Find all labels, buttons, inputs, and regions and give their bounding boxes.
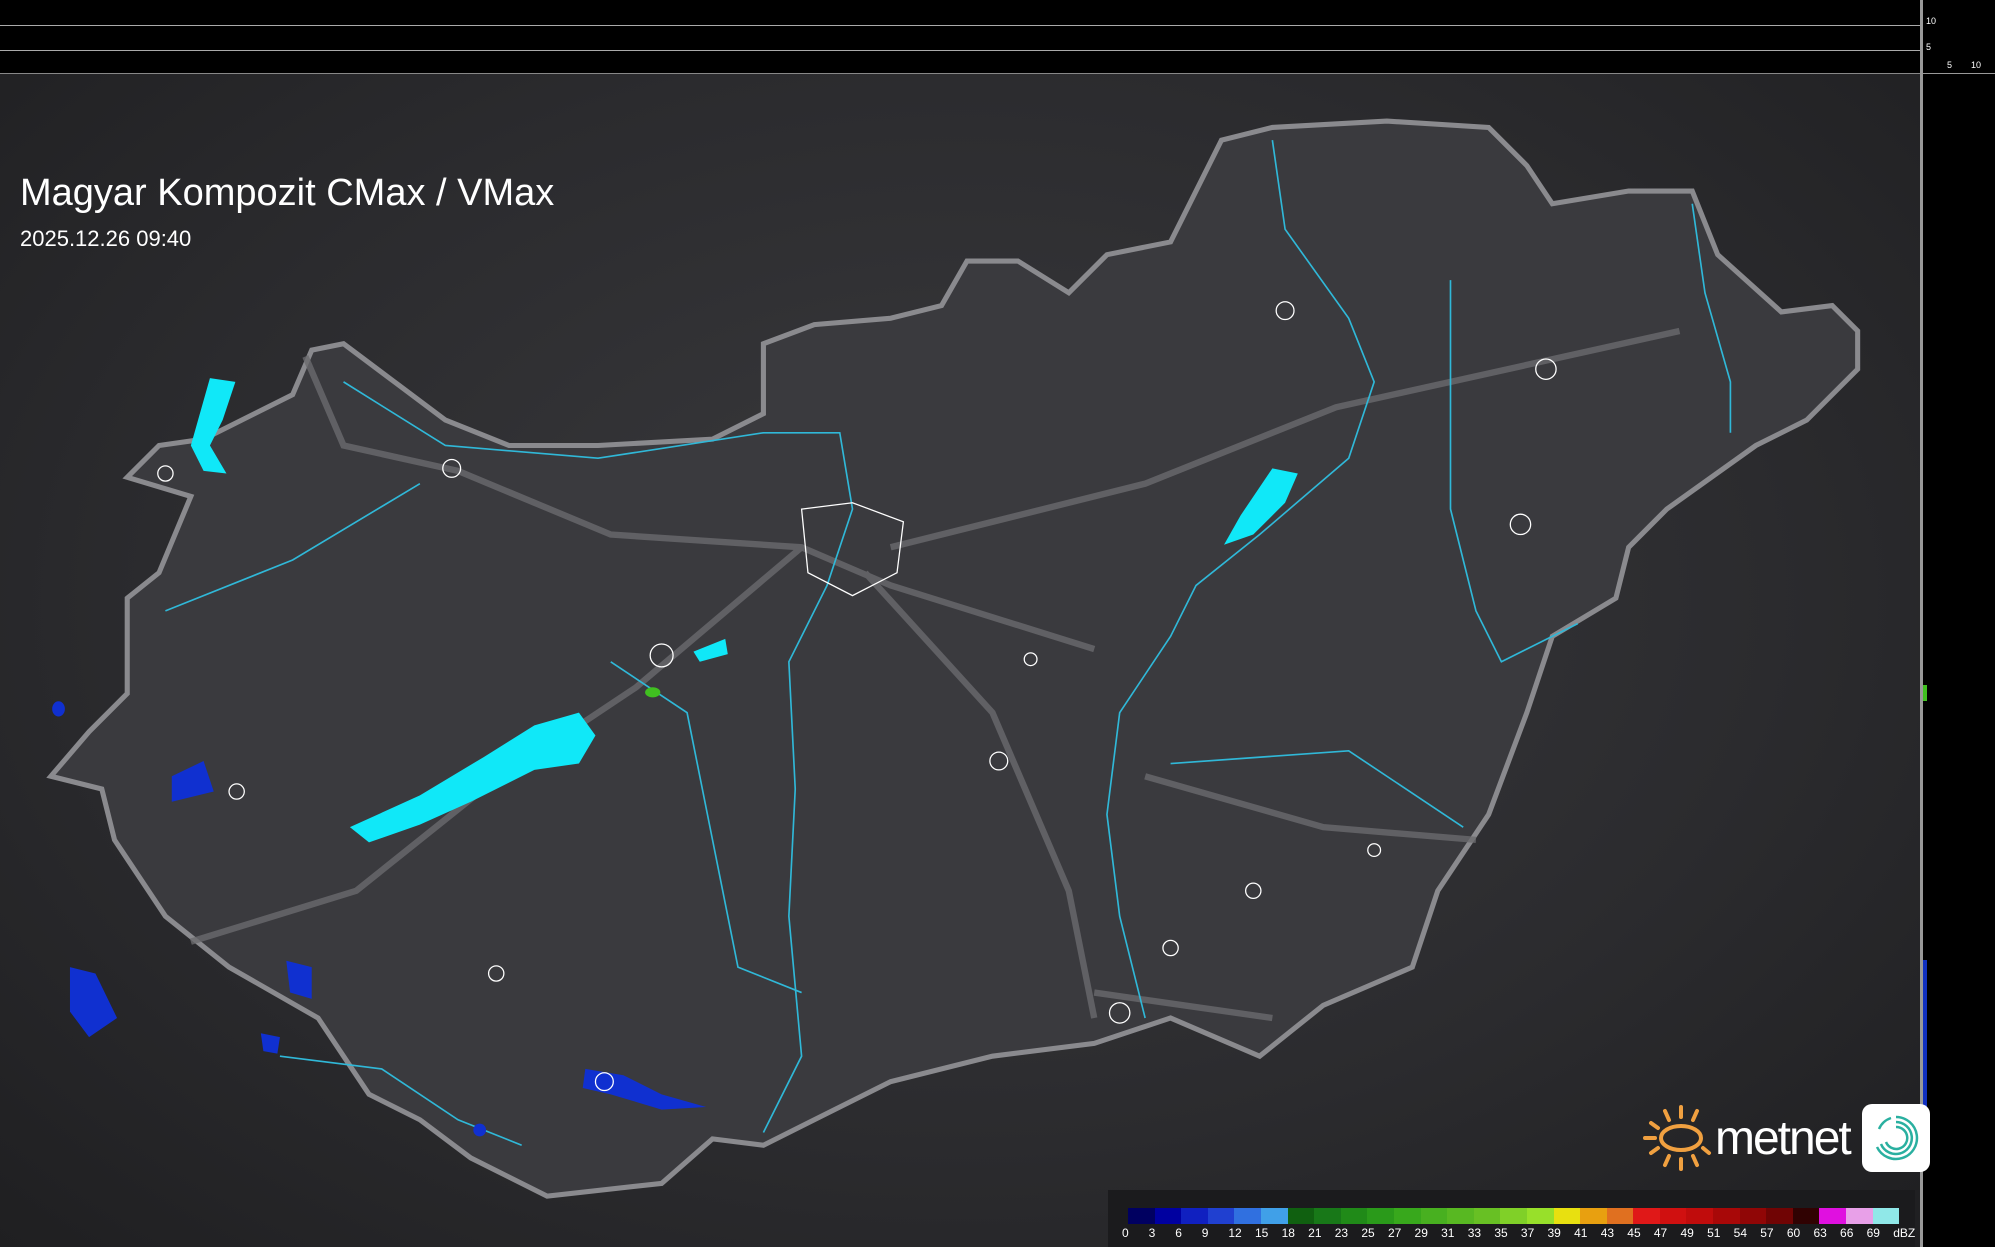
legend-label: 54	[1733, 1226, 1748, 1240]
legend-label: 35	[1494, 1226, 1508, 1240]
legend-label: 47	[1653, 1226, 1668, 1240]
legend-label: 69	[1866, 1226, 1880, 1240]
legend-label: 43	[1600, 1226, 1615, 1240]
map-title: Magyar Kompozit CMax / VMax	[20, 172, 555, 214]
legend-label: 0	[1122, 1226, 1129, 1240]
legend-swatch	[1340, 1208, 1368, 1224]
legend-swatch	[1314, 1208, 1341, 1224]
legend-label: 51	[1707, 1226, 1721, 1240]
right-profile-strip: 10 5 5 10	[1920, 0, 1995, 1247]
legend-swatch	[1234, 1208, 1261, 1224]
lake-velence	[693, 638, 728, 662]
legend-label: 25	[1361, 1226, 1375, 1240]
metnet-logo: metnet	[1637, 1103, 1930, 1173]
legend-swatch	[1447, 1208, 1474, 1224]
profile-echo	[1923, 685, 1927, 701]
legend-swatch	[1580, 1208, 1607, 1224]
scale-tick: 5	[1947, 60, 1953, 70]
legend-swatch	[1181, 1208, 1208, 1224]
legend-swatches	[1128, 1208, 1900, 1224]
grid-line	[0, 73, 1920, 74]
legend-label: 33	[1467, 1226, 1482, 1240]
grid-line	[0, 25, 1920, 26]
legend-label: 49	[1680, 1226, 1694, 1240]
lake-ferto	[190, 378, 236, 474]
legend-swatch	[1686, 1208, 1714, 1224]
legend-labels: 0 3 6 9 12 15 18 21 23 25 27 29 31 33 35 37 39 41 43 45 47 49…	[1122, 1226, 1920, 1240]
legend-label: 23	[1334, 1226, 1349, 1240]
hungary-border	[46, 118, 1861, 1199]
precip-echo	[645, 687, 661, 698]
legend-swatch	[1766, 1208, 1793, 1224]
legend-swatch	[1659, 1208, 1687, 1224]
legend-label: 27	[1387, 1226, 1402, 1240]
hungary-map-svg	[46, 118, 1861, 1199]
legend-label: 29	[1414, 1226, 1428, 1240]
legend-swatch	[1846, 1208, 1873, 1224]
radar-map[interactable]: Magyar Kompozit CMax / VMax 2025.12.26 0…	[0, 74, 1920, 1247]
swirl-logo-icon	[1861, 1104, 1930, 1172]
legend-label: 41	[1574, 1226, 1588, 1240]
legend-swatch	[1207, 1208, 1235, 1224]
legend-label: 45	[1627, 1226, 1641, 1240]
legend-swatch	[1526, 1208, 1554, 1224]
legend-swatch	[1154, 1208, 1182, 1224]
legend-label: 57	[1760, 1226, 1774, 1240]
dbz-color-legend: 0 3 6 9 12 15 18 21 23 25 27 29 31 33 35 37 39 41 43 45 47 49…	[1108, 1190, 1915, 1247]
metnet-brand: metnet	[1715, 1111, 1852, 1165]
legend-swatch	[1606, 1208, 1634, 1224]
scale-tick: 5	[1926, 42, 1932, 52]
legend-label: 12	[1228, 1226, 1242, 1240]
legend-swatch	[1792, 1208, 1820, 1224]
legend-swatch	[1713, 1208, 1740, 1224]
legend-label: 31	[1441, 1226, 1455, 1240]
profile-echo	[1923, 960, 1927, 1140]
legend-label: 60	[1786, 1226, 1801, 1240]
legend-swatch	[1473, 1208, 1501, 1224]
settlements	[157, 301, 1557, 1092]
precip-echoes	[52, 701, 707, 1137]
scale-tick: 10	[1971, 60, 1982, 70]
legend-label: 9	[1201, 1226, 1209, 1240]
legend-label: 21	[1308, 1226, 1322, 1240]
legend-swatch	[1260, 1208, 1288, 1224]
legend-label: 15	[1254, 1226, 1269, 1240]
legend-label: 39	[1547, 1226, 1561, 1240]
top-profile-strip	[0, 0, 1920, 74]
legend-swatch	[1819, 1208, 1847, 1224]
legend-label: 66	[1840, 1226, 1854, 1240]
legend-label: 6	[1175, 1226, 1182, 1240]
grid-line	[0, 50, 1920, 51]
legend-swatch	[1420, 1208, 1448, 1224]
map-timestamp: 2025.12.26 09:40	[20, 226, 192, 251]
legend-label: 63	[1813, 1226, 1827, 1240]
legend-swatch	[1633, 1208, 1660, 1224]
legend-label: 37	[1520, 1226, 1535, 1240]
sun-icon	[1643, 1105, 1711, 1171]
legend-swatch	[1553, 1208, 1581, 1224]
legend-swatch	[1367, 1208, 1394, 1224]
legend-swatch	[1739, 1208, 1767, 1224]
legend-swatch	[1287, 1208, 1315, 1224]
legend-swatch	[1872, 1208, 1900, 1224]
rivers	[165, 140, 1732, 1146]
legend-swatch	[1500, 1208, 1527, 1224]
legend-label: 18	[1281, 1226, 1295, 1240]
legend-swatch	[1128, 1208, 1155, 1224]
legend-unit: dBZ	[1893, 1226, 1916, 1240]
legend-label: 3	[1148, 1226, 1156, 1240]
legend-swatch	[1393, 1208, 1421, 1224]
lake-balaton	[349, 712, 596, 843]
lake-tisza	[1224, 468, 1298, 545]
scale-tick: 10	[1926, 16, 1937, 26]
